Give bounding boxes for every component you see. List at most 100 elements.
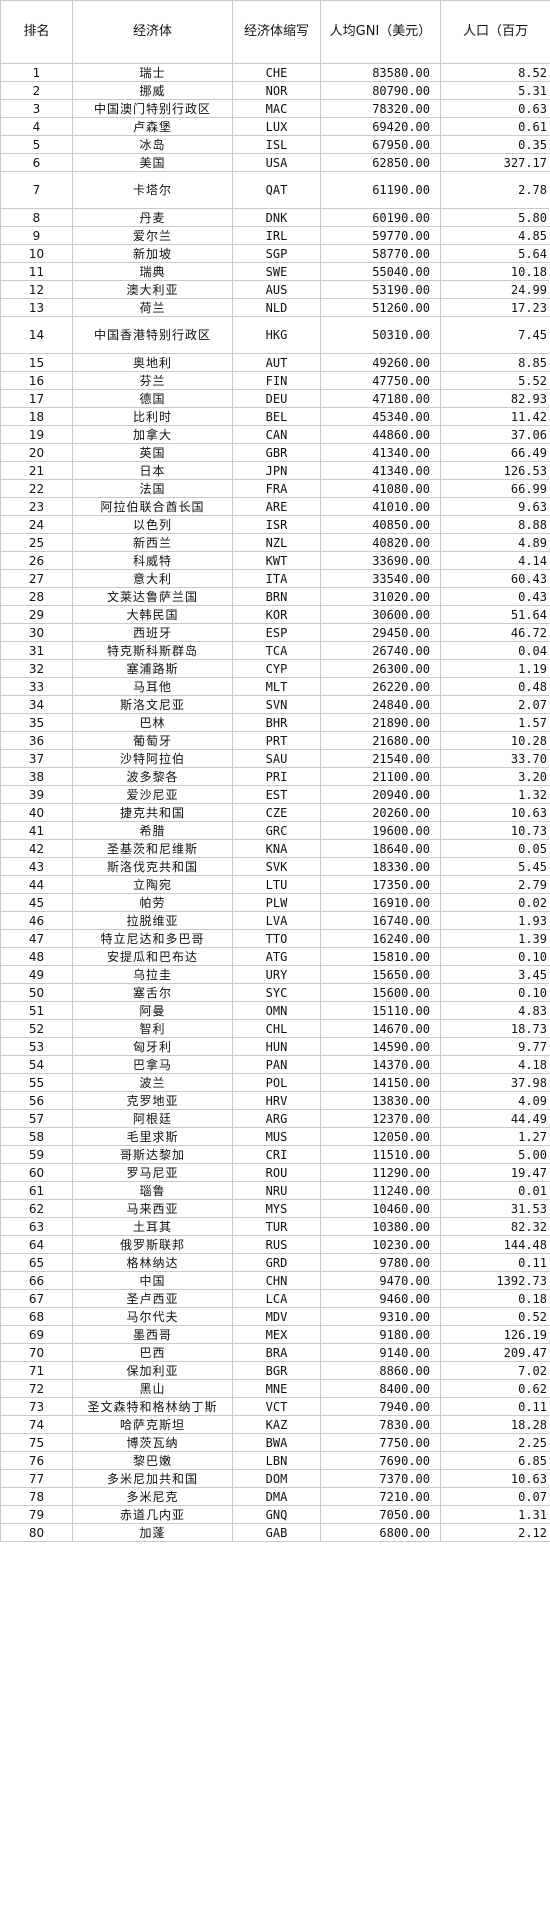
cell-rank: 38 <box>0 767 73 786</box>
cell-population: 2.79 <box>440 875 550 894</box>
cell-economy-code: QAT <box>232 171 321 209</box>
cell-economy-code: ROU <box>232 1163 321 1182</box>
cell-economy-code: CHN <box>232 1271 321 1290</box>
cell-rank: 53 <box>0 1037 73 1056</box>
table-row: 5 冰岛 ISL 67950.00 0.35 <box>0 135 550 154</box>
cell-population: 10.63 <box>440 1469 550 1488</box>
cell-population: 6.85 <box>440 1451 550 1470</box>
cell-gni-per-capita: 14670.00 <box>320 1019 441 1038</box>
cell-gni-per-capita: 7050.00 <box>320 1505 441 1524</box>
cell-economy: 文莱达鲁萨兰国 <box>72 587 233 606</box>
cell-gni-per-capita: 24840.00 <box>320 695 441 714</box>
cell-economy: 斯洛伐克共和国 <box>72 857 233 876</box>
cell-economy: 瑞典 <box>72 262 233 281</box>
cell-economy: 澳大利亚 <box>72 280 233 299</box>
cell-economy: 新加坡 <box>72 244 233 263</box>
cell-economy-code: SVN <box>232 695 321 714</box>
cell-gni-per-capita: 15110.00 <box>320 1001 441 1020</box>
cell-gni-per-capita: 16740.00 <box>320 911 441 930</box>
table-row: 11 瑞典 SWE 55040.00 10.18 <box>0 262 550 281</box>
cell-rank: 54 <box>0 1055 73 1074</box>
cell-rank: 76 <box>0 1451 73 1470</box>
cell-economy-code: BRA <box>232 1343 321 1362</box>
cell-gni-per-capita: 47180.00 <box>320 389 441 408</box>
cell-economy-code: IRL <box>232 226 321 245</box>
cell-population: 0.52 <box>440 1307 550 1326</box>
cell-gni-per-capita: 14590.00 <box>320 1037 441 1056</box>
cell-economy: 马来西亚 <box>72 1199 233 1218</box>
cell-population: 1392.73 <box>440 1271 550 1290</box>
table-row: 43 斯洛伐克共和国 SVK 18330.00 5.45 <box>0 857 550 876</box>
cell-rank: 60 <box>0 1163 73 1182</box>
table-row: 48 安提瓜和巴布达 ATG 15810.00 0.10 <box>0 947 550 966</box>
cell-rank: 22 <box>0 479 73 498</box>
cell-rank: 9 <box>0 226 73 245</box>
cell-economy-code: RUS <box>232 1235 321 1254</box>
cell-economy: 俄罗斯联邦 <box>72 1235 233 1254</box>
cell-population: 60.43 <box>440 569 550 588</box>
table-row: 26 科威特 KWT 33690.00 4.14 <box>0 551 550 570</box>
table-row: 9 爱尔兰 IRL 59770.00 4.85 <box>0 226 550 245</box>
table-row: 71 保加利亚 BGR 8860.00 7.02 <box>0 1361 550 1380</box>
cell-rank: 66 <box>0 1271 73 1290</box>
cell-gni-per-capita: 29450.00 <box>320 623 441 642</box>
cell-rank: 75 <box>0 1433 73 1452</box>
cell-economy: 罗马尼亚 <box>72 1163 233 1182</box>
cell-economy: 意大利 <box>72 569 233 588</box>
table-row: 57 阿根廷 ARG 12370.00 44.49 <box>0 1109 550 1128</box>
cell-economy: 奥地利 <box>72 353 233 372</box>
cell-gni-per-capita: 9180.00 <box>320 1325 441 1344</box>
table-row: 22 法国 FRA 41080.00 66.99 <box>0 479 550 498</box>
cell-population: 4.18 <box>440 1055 550 1074</box>
cell-economy-code: GNQ <box>232 1505 321 1524</box>
cell-economy-code: URY <box>232 965 321 984</box>
cell-economy: 黎巴嫩 <box>72 1451 233 1470</box>
table-row: 19 加拿大 CAN 44860.00 37.06 <box>0 425 550 444</box>
cell-economy-code: KNA <box>232 839 321 858</box>
cell-population: 3.45 <box>440 965 550 984</box>
cell-economy-code: BEL <box>232 407 321 426</box>
header-gni-per-capita: 人均GNI（美元） <box>320 0 441 64</box>
cell-gni-per-capita: 45340.00 <box>320 407 441 426</box>
cell-population: 82.93 <box>440 389 550 408</box>
cell-rank: 40 <box>0 803 73 822</box>
table-row: 40 捷克共和国 CZE 20260.00 10.63 <box>0 803 550 822</box>
cell-economy-code: CHL <box>232 1019 321 1038</box>
table-row: 70 巴西 BRA 9140.00 209.47 <box>0 1343 550 1362</box>
table-row: 50 塞舌尔 SYC 15600.00 0.10 <box>0 983 550 1002</box>
cell-rank: 70 <box>0 1343 73 1362</box>
cell-rank: 2 <box>0 81 73 100</box>
cell-rank: 56 <box>0 1091 73 1110</box>
cell-gni-per-capita: 12370.00 <box>320 1109 441 1128</box>
table-row: 8 丹麦 DNK 60190.00 5.80 <box>0 208 550 227</box>
cell-rank: 42 <box>0 839 73 858</box>
table-row: 4 卢森堡 LUX 69420.00 0.61 <box>0 117 550 136</box>
cell-gni-per-capita: 58770.00 <box>320 244 441 263</box>
cell-population: 126.53 <box>440 461 550 480</box>
cell-economy: 克罗地亚 <box>72 1091 233 1110</box>
cell-rank: 30 <box>0 623 73 642</box>
table-row: 77 多米尼加共和国 DOM 7370.00 10.63 <box>0 1469 550 1488</box>
table-row: 49 乌拉圭 URY 15650.00 3.45 <box>0 965 550 984</box>
cell-economy-code: HKG <box>232 316 321 354</box>
cell-economy: 黑山 <box>72 1379 233 1398</box>
cell-gni-per-capita: 9140.00 <box>320 1343 441 1362</box>
table-row: 36 葡萄牙 PRT 21680.00 10.28 <box>0 731 550 750</box>
cell-population: 19.47 <box>440 1163 550 1182</box>
cell-rank: 43 <box>0 857 73 876</box>
cell-economy: 捷克共和国 <box>72 803 233 822</box>
cell-economy-code: EST <box>232 785 321 804</box>
cell-population: 0.11 <box>440 1253 550 1272</box>
cell-economy: 阿根廷 <box>72 1109 233 1128</box>
table-row: 54 巴拿马 PAN 14370.00 4.18 <box>0 1055 550 1074</box>
cell-economy-code: ITA <box>232 569 321 588</box>
cell-economy-code: POL <box>232 1073 321 1092</box>
cell-economy-code: SVK <box>232 857 321 876</box>
cell-rank: 52 <box>0 1019 73 1038</box>
cell-gni-per-capita: 7830.00 <box>320 1415 441 1434</box>
cell-gni-per-capita: 20940.00 <box>320 785 441 804</box>
table-row: 21 日本 JPN 41340.00 126.53 <box>0 461 550 480</box>
cell-gni-per-capita: 18330.00 <box>320 857 441 876</box>
cell-gni-per-capita: 14150.00 <box>320 1073 441 1092</box>
cell-economy: 挪威 <box>72 81 233 100</box>
